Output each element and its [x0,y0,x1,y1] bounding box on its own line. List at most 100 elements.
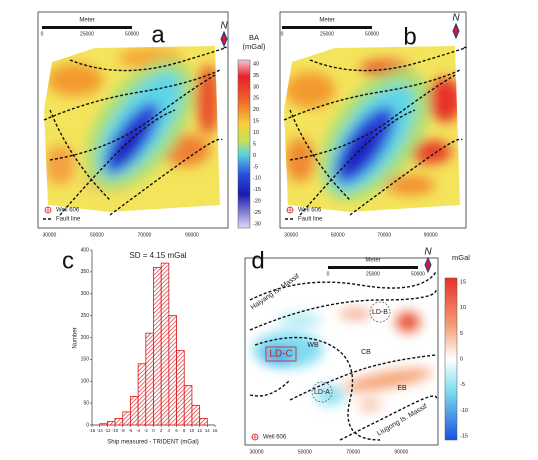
fault-line [249,287,437,331]
legend-label: Well 606 [298,208,322,214]
anomaly [396,312,420,332]
scale-tick: 50000 [125,31,139,37]
well-cross [252,434,258,440]
colorbar [444,277,458,441]
fault-line [49,109,111,201]
panel-letter: b [403,23,416,50]
colorbar-tick: 0 [460,356,463,362]
anomaly [408,140,452,164]
scale-tick: 0 [281,31,284,37]
x-tick-label: -6 [129,428,133,433]
scale-title: Meter [365,258,380,264]
scale-title: Meter [79,18,94,24]
x-tick-label: -14 [97,428,104,433]
fault-line [59,109,176,216]
colorbar-tick: 15 [253,119,259,125]
anomaly [358,399,382,411]
fault-line [289,74,456,161]
scale-tick: 0 [327,271,330,277]
anomaly [112,123,144,165]
y-tick-label: 100 [81,379,90,385]
bar [183,385,193,426]
anomaly [47,64,103,96]
x-tick-label: -8 [121,428,125,433]
fault-line [69,46,227,72]
y-tick-label: 50 [83,400,89,406]
colorbar-tick: 5 [460,331,463,337]
panel-letter: c [62,247,74,274]
y-axis-label: Number [73,327,79,348]
x-tick-label: 16 [213,428,218,433]
x-tick-label: 90000 [185,232,199,238]
x-tick-label: 50000 [331,232,345,238]
colorbar-tick: 10 [253,130,259,136]
y-tick-label: 300 [81,291,90,297]
fault-line [309,46,467,72]
fault-line [289,354,437,401]
colorbar-tick: 35 [253,73,259,79]
colorbar-tick: -25 [253,210,261,216]
bar [114,418,124,426]
x-tick-label: -2 [144,428,148,433]
x-tick-label: 10 [190,428,195,433]
x-tick-label: 70000 [137,232,151,238]
north-label: N [452,13,460,24]
x-tick-label: -4 [136,428,140,433]
fault-line [254,336,381,441]
north-label: N [424,247,432,258]
x-tick-label: 50000 [90,232,104,238]
colorbar-tick: 25 [253,96,259,102]
colorbar-tick: -20 [253,199,261,205]
map-field [284,46,460,212]
anomaly [343,368,433,392]
legend-label: Well 606 [56,208,80,214]
anomaly [285,138,315,182]
colorbar-tick: 5 [253,141,256,147]
colorbar-tick: -5 [253,164,258,170]
colorbar-tick: -10 [253,176,261,182]
x-tick-label: 4 [168,428,171,433]
region-label: EB [397,385,407,392]
x-tick-label: -16 [89,428,96,433]
x-tick-label: 50000 [298,449,312,455]
bar [160,262,170,426]
bar [176,350,185,426]
panel-letter: d [251,247,264,274]
anomaly [385,175,435,195]
x-tick-label: 8 [183,428,186,433]
colorbar-tick: 15 [460,279,466,285]
scale-bar [42,26,132,29]
well-cross [287,207,293,213]
anomaly [315,385,345,405]
label-box [265,346,297,362]
colorbar-tick: -10 [460,408,468,414]
anomaly [285,72,335,108]
well-cross [45,207,51,213]
colorbar-tick: -30 [253,221,261,227]
x-tick-label: 2 [160,428,163,433]
region-label: LD-B [372,309,388,316]
bar [122,411,131,426]
region-label: LD-A [314,389,330,396]
colorbar-tick: 10 [460,305,466,311]
colorbar-title: (mGal) [243,42,266,51]
region-label: LD-C [269,349,292,360]
bar [168,315,177,426]
scale-tick: 25000 [366,271,380,277]
fault-line [249,379,291,397]
x-tick-label: 90000 [394,449,408,455]
scale-tick: 0 [41,31,44,37]
y-tick-label: 400 [81,247,90,253]
colorbar-title: mGal [452,253,470,262]
fault-line [249,271,437,301]
bar [191,404,201,426]
fault-line [49,74,216,161]
fault-line [109,138,223,216]
legend-label: Fault line [56,217,81,223]
x-tick-label: -12 [104,428,111,433]
x-tick-label: 30000 [284,232,298,238]
y-tick-label: 0 [86,422,89,428]
x-axis-label: Ship measured - TRIDENT (mGal) [107,440,198,446]
colorbar-tick: 20 [253,107,259,113]
